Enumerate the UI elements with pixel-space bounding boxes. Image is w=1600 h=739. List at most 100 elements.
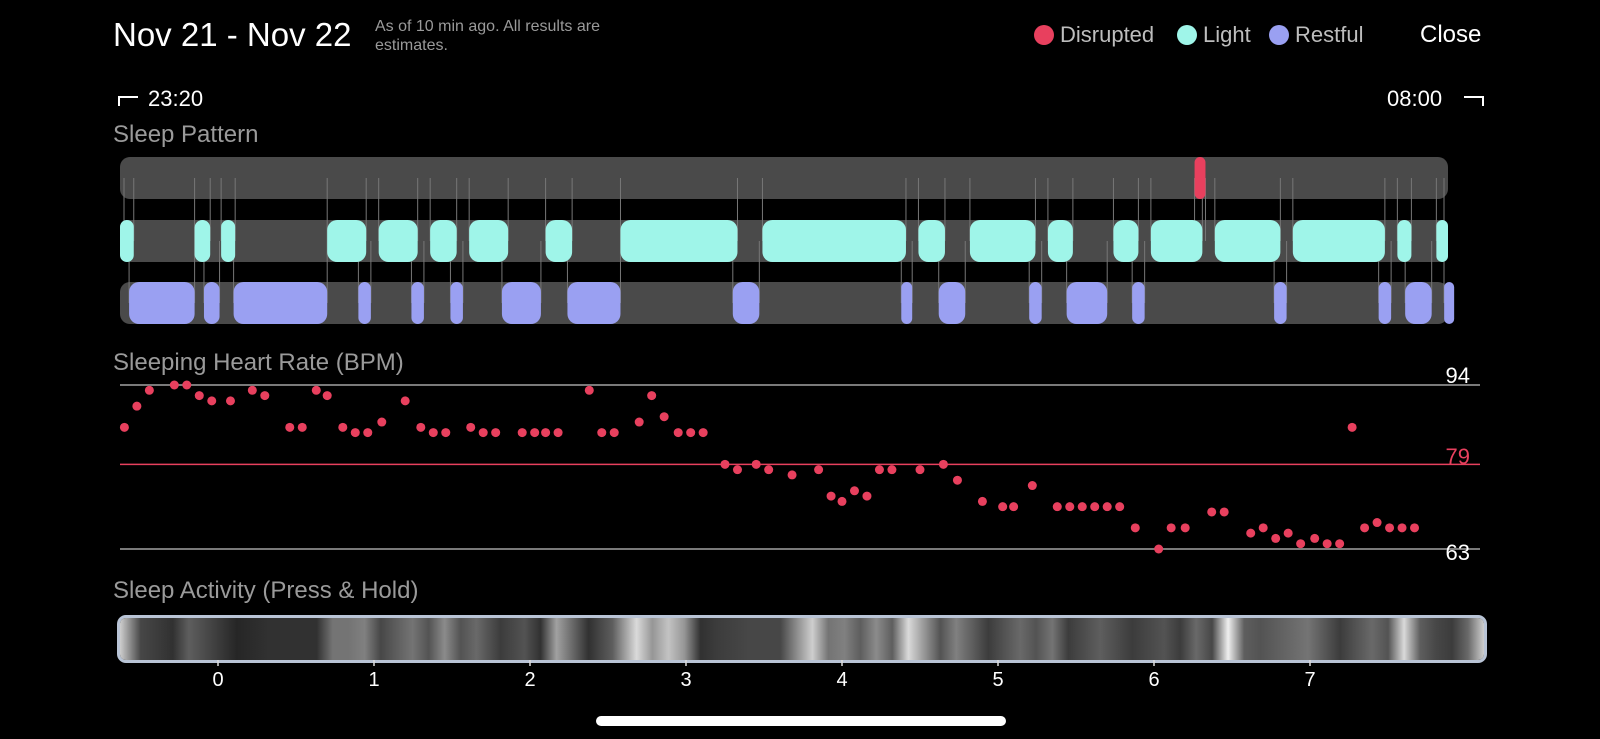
- activity-x-axis: 0 1 2 3 4 5 6 7: [212, 660, 1316, 691]
- hr-point: [478, 428, 488, 438]
- hr-point: [338, 422, 348, 432]
- pattern-segment-restful[interactable]: [1132, 282, 1145, 324]
- x-tick-label: 2: [524, 669, 535, 691]
- pattern-segment-disrupted[interactable]: [1194, 157, 1206, 199]
- hr-point: [1246, 528, 1256, 538]
- activity-gradient[interactable]: [120, 618, 1484, 660]
- x-tick-label: 3: [680, 669, 691, 691]
- hr-point: [1410, 523, 1420, 533]
- hr-point: [225, 396, 235, 406]
- x-tick-label: 4: [836, 669, 847, 691]
- hr-point: [837, 496, 847, 506]
- range-start-bracket-icon: [118, 96, 138, 106]
- pattern-segment-restful[interactable]: [901, 282, 913, 324]
- pattern-segment-restful[interactable]: [233, 282, 328, 324]
- hr-point: [169, 380, 179, 390]
- pattern-segment-light[interactable]: [1047, 220, 1073, 262]
- pattern-segment-light[interactable]: [194, 220, 211, 262]
- pattern-segment-restful[interactable]: [1029, 282, 1042, 324]
- hr-point: [1154, 544, 1164, 554]
- hr-point: [826, 491, 836, 501]
- pattern-segment-restful[interactable]: [358, 282, 371, 324]
- hr-point: [1090, 502, 1100, 512]
- pattern-segment-light[interactable]: [1150, 220, 1203, 262]
- close-button[interactable]: Close: [1420, 21, 1482, 48]
- hr-point: [1219, 507, 1229, 517]
- hr-point: [673, 428, 683, 438]
- pattern-segment-restful[interactable]: [1066, 282, 1108, 324]
- page-title: Nov 21 - Nov 22: [113, 16, 352, 53]
- hr-point: [1052, 502, 1062, 512]
- pattern-segment-light[interactable]: [1436, 220, 1448, 262]
- pattern-segment-light[interactable]: [969, 220, 1036, 262]
- pattern-segment-light[interactable]: [430, 220, 457, 262]
- hr-point: [659, 412, 669, 422]
- pattern-segment-light[interactable]: [1113, 220, 1139, 262]
- hr-point: [1166, 523, 1176, 533]
- hr-point: [1027, 481, 1037, 491]
- pattern-segment-light[interactable]: [327, 220, 367, 262]
- pattern-segment-light[interactable]: [221, 220, 236, 262]
- sleep-pattern-chart[interactable]: [0, 150, 1600, 340]
- pattern-segment-light[interactable]: [469, 220, 509, 262]
- hr-point: [247, 385, 257, 395]
- pattern-segment-restful[interactable]: [1274, 282, 1287, 324]
- x-tick-label: 5: [992, 669, 1003, 691]
- pattern-segment-restful[interactable]: [129, 282, 195, 324]
- home-indicator[interactable]: [596, 716, 1006, 726]
- pattern-segment-light[interactable]: [1292, 220, 1385, 262]
- hr-point: [977, 496, 987, 506]
- hr-point: [1347, 422, 1357, 432]
- pattern-segment-light[interactable]: [620, 220, 738, 262]
- hr-point: [285, 422, 295, 432]
- hr-point: [1009, 502, 1019, 512]
- hr-point: [553, 428, 563, 438]
- range-end-bracket-icon: [1464, 96, 1484, 106]
- pattern-segment-restful[interactable]: [1444, 282, 1455, 324]
- pattern-segment-restful[interactable]: [411, 282, 424, 324]
- hr-point: [416, 422, 426, 432]
- hr-point: [400, 396, 410, 406]
- pattern-segment-light[interactable]: [378, 220, 418, 262]
- pattern-segment-light[interactable]: [1397, 220, 1412, 262]
- hr-point: [119, 422, 129, 432]
- hr-point: [597, 428, 607, 438]
- pattern-segment-restful[interactable]: [732, 282, 760, 324]
- pattern-segment-light[interactable]: [762, 220, 906, 262]
- hr-point: [311, 385, 321, 395]
- hr-point: [144, 385, 154, 395]
- sleep-activity-strip[interactable]: [117, 615, 1487, 663]
- legend-label: Restful: [1295, 22, 1364, 47]
- light-dot-icon: [1177, 25, 1197, 45]
- pattern-segment-restful[interactable]: [938, 282, 966, 324]
- x-tick-label: 7: [1304, 669, 1315, 691]
- pattern-segment-light[interactable]: [1214, 220, 1281, 262]
- pattern-track-disrupted: [120, 157, 1448, 199]
- hr-point: [1258, 523, 1268, 533]
- pattern-segment-restful[interactable]: [567, 282, 621, 324]
- activity-title: Sleep Activity (Press & Hold): [113, 577, 419, 604]
- pattern-segment-restful[interactable]: [203, 282, 220, 324]
- y-tick-79: 79: [1445, 444, 1470, 469]
- pattern-segment-light[interactable]: [545, 220, 573, 262]
- pattern-segment-restful[interactable]: [1378, 282, 1392, 324]
- legend-restful: Restful: [1269, 22, 1363, 48]
- legend-label: Light: [1203, 22, 1251, 47]
- pattern-segment-restful[interactable]: [1405, 282, 1432, 324]
- pattern-segment-light[interactable]: [918, 220, 945, 262]
- x-tick-label: 0: [212, 669, 223, 691]
- hr-point: [938, 459, 948, 469]
- pattern-segment-light[interactable]: [120, 220, 134, 262]
- disrupted-dot-icon: [1034, 25, 1054, 45]
- hr-point: [998, 502, 1008, 512]
- hr-point: [1283, 528, 1293, 538]
- hr-point: [1335, 539, 1345, 549]
- hr-point: [952, 475, 962, 485]
- hr-point: [732, 465, 742, 475]
- heart-rate-title: Sleeping Heart Rate (BPM): [113, 349, 404, 376]
- estimate-note: As of 10 min ago. All results are estima…: [375, 18, 600, 54]
- hr-point: [1130, 523, 1140, 533]
- restful-dot-icon: [1269, 25, 1289, 45]
- pattern-segment-restful[interactable]: [501, 282, 541, 324]
- pattern-segment-restful[interactable]: [450, 282, 463, 324]
